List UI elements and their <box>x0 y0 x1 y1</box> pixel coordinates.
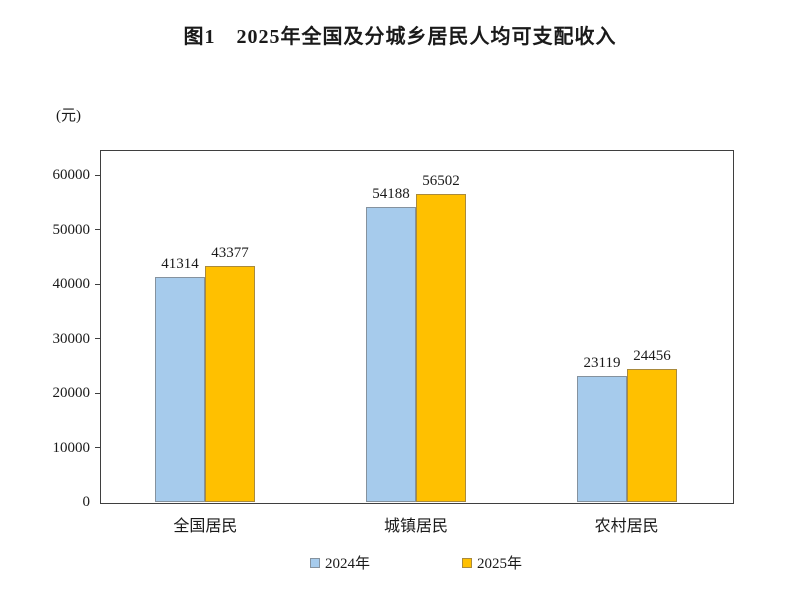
y-tick-mark <box>95 392 101 394</box>
bar-value-label: 54188 <box>372 186 410 202</box>
y-tick-label: 0 <box>82 494 91 510</box>
y-tick-label: 40000 <box>52 276 91 292</box>
x-category-label: 城镇居民 <box>383 518 448 535</box>
y-tick-mark <box>95 174 101 176</box>
bar-value-label: 24456 <box>633 348 671 364</box>
bar-value-label: 41314 <box>161 256 199 272</box>
bar-value-label: 43377 <box>211 245 249 261</box>
legend-label: 2025年 <box>477 556 523 572</box>
y-tick-mark <box>95 283 101 285</box>
legend-swatch-icon <box>462 557 472 568</box>
bar-value-label: 56502 <box>422 173 460 189</box>
y-axis-unit-label: (元) <box>56 108 81 124</box>
bar-2024年-城镇居民 <box>366 207 416 502</box>
x-category-label: 全国居民 <box>173 518 238 535</box>
y-tick-mark <box>95 338 101 339</box>
legend-item-2024年: 2024年 <box>309 552 370 573</box>
y-tick-mark <box>95 229 101 230</box>
y-tick-label: 30000 <box>52 330 91 347</box>
bar-2024年-全国居民 <box>155 277 205 502</box>
chart-legend: 2024年 2025年 <box>100 552 732 573</box>
bar-value-label: 23119 <box>583 355 621 371</box>
bar-2024年-农村居民 <box>577 376 627 502</box>
legend-swatch-icon <box>309 557 320 568</box>
bar-2025年-城镇居民 <box>416 194 466 502</box>
bar-2025年-农村居民 <box>627 369 677 502</box>
chart-title: 图1 2025年全国及分城乡居民人均可支配收入 <box>183 26 617 48</box>
y-tick-label: 50000 <box>52 221 91 238</box>
legend-label: 2024年 <box>324 556 370 572</box>
y-tick-label: 20000 <box>52 385 91 401</box>
x-category-label: 农村居民 <box>594 518 659 535</box>
y-tick-label: 60000 <box>52 167 91 183</box>
bar-2025年-全国居民 <box>205 266 255 502</box>
y-tick-label: 10000 <box>52 439 91 456</box>
legend-item-2025年: 2025年 <box>462 552 522 573</box>
y-tick-mark <box>95 447 101 448</box>
